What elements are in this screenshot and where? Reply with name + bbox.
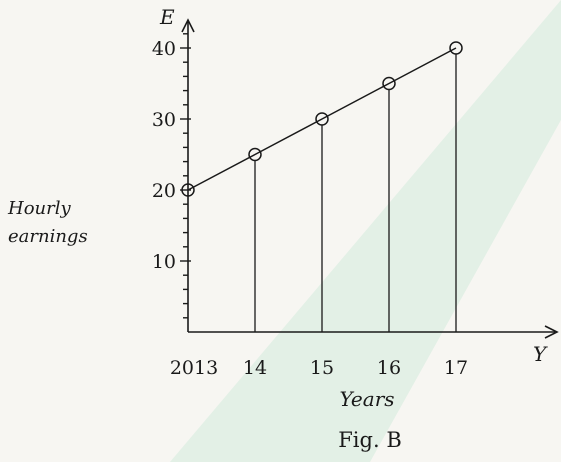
y-axis-title-line-2: earnings (8, 226, 88, 247)
background-watermark-band (170, 0, 561, 462)
data-point (449, 41, 463, 55)
x-tick-label: 17 (444, 357, 468, 379)
data-point (181, 183, 195, 197)
figure-caption: Fig. B (338, 428, 402, 452)
data-point (382, 76, 396, 91)
y-tick-label: 10 (152, 251, 176, 273)
data-point (248, 147, 262, 162)
y-tick-label: 30 (152, 109, 176, 131)
x-axis-symbol: Y (533, 342, 548, 366)
x-axis-arrowhead (544, 325, 559, 339)
y-axis-title-line-1: Hourly (7, 198, 71, 219)
x-tick-label: 14 (243, 357, 267, 379)
y-axis-arrowhead (181, 18, 195, 33)
data-point (315, 112, 329, 126)
x-tick-label: 15 (310, 357, 334, 379)
x-axis-title: Years (339, 387, 394, 411)
y-tick-label: 40 (152, 38, 176, 60)
x-tick-label: 2013 (170, 357, 218, 379)
series-line (187, 47, 457, 191)
x-tick-label: 16 (377, 357, 401, 379)
y-axis-symbol: E (159, 5, 175, 29)
y-tick-label: 20 (152, 180, 176, 202)
